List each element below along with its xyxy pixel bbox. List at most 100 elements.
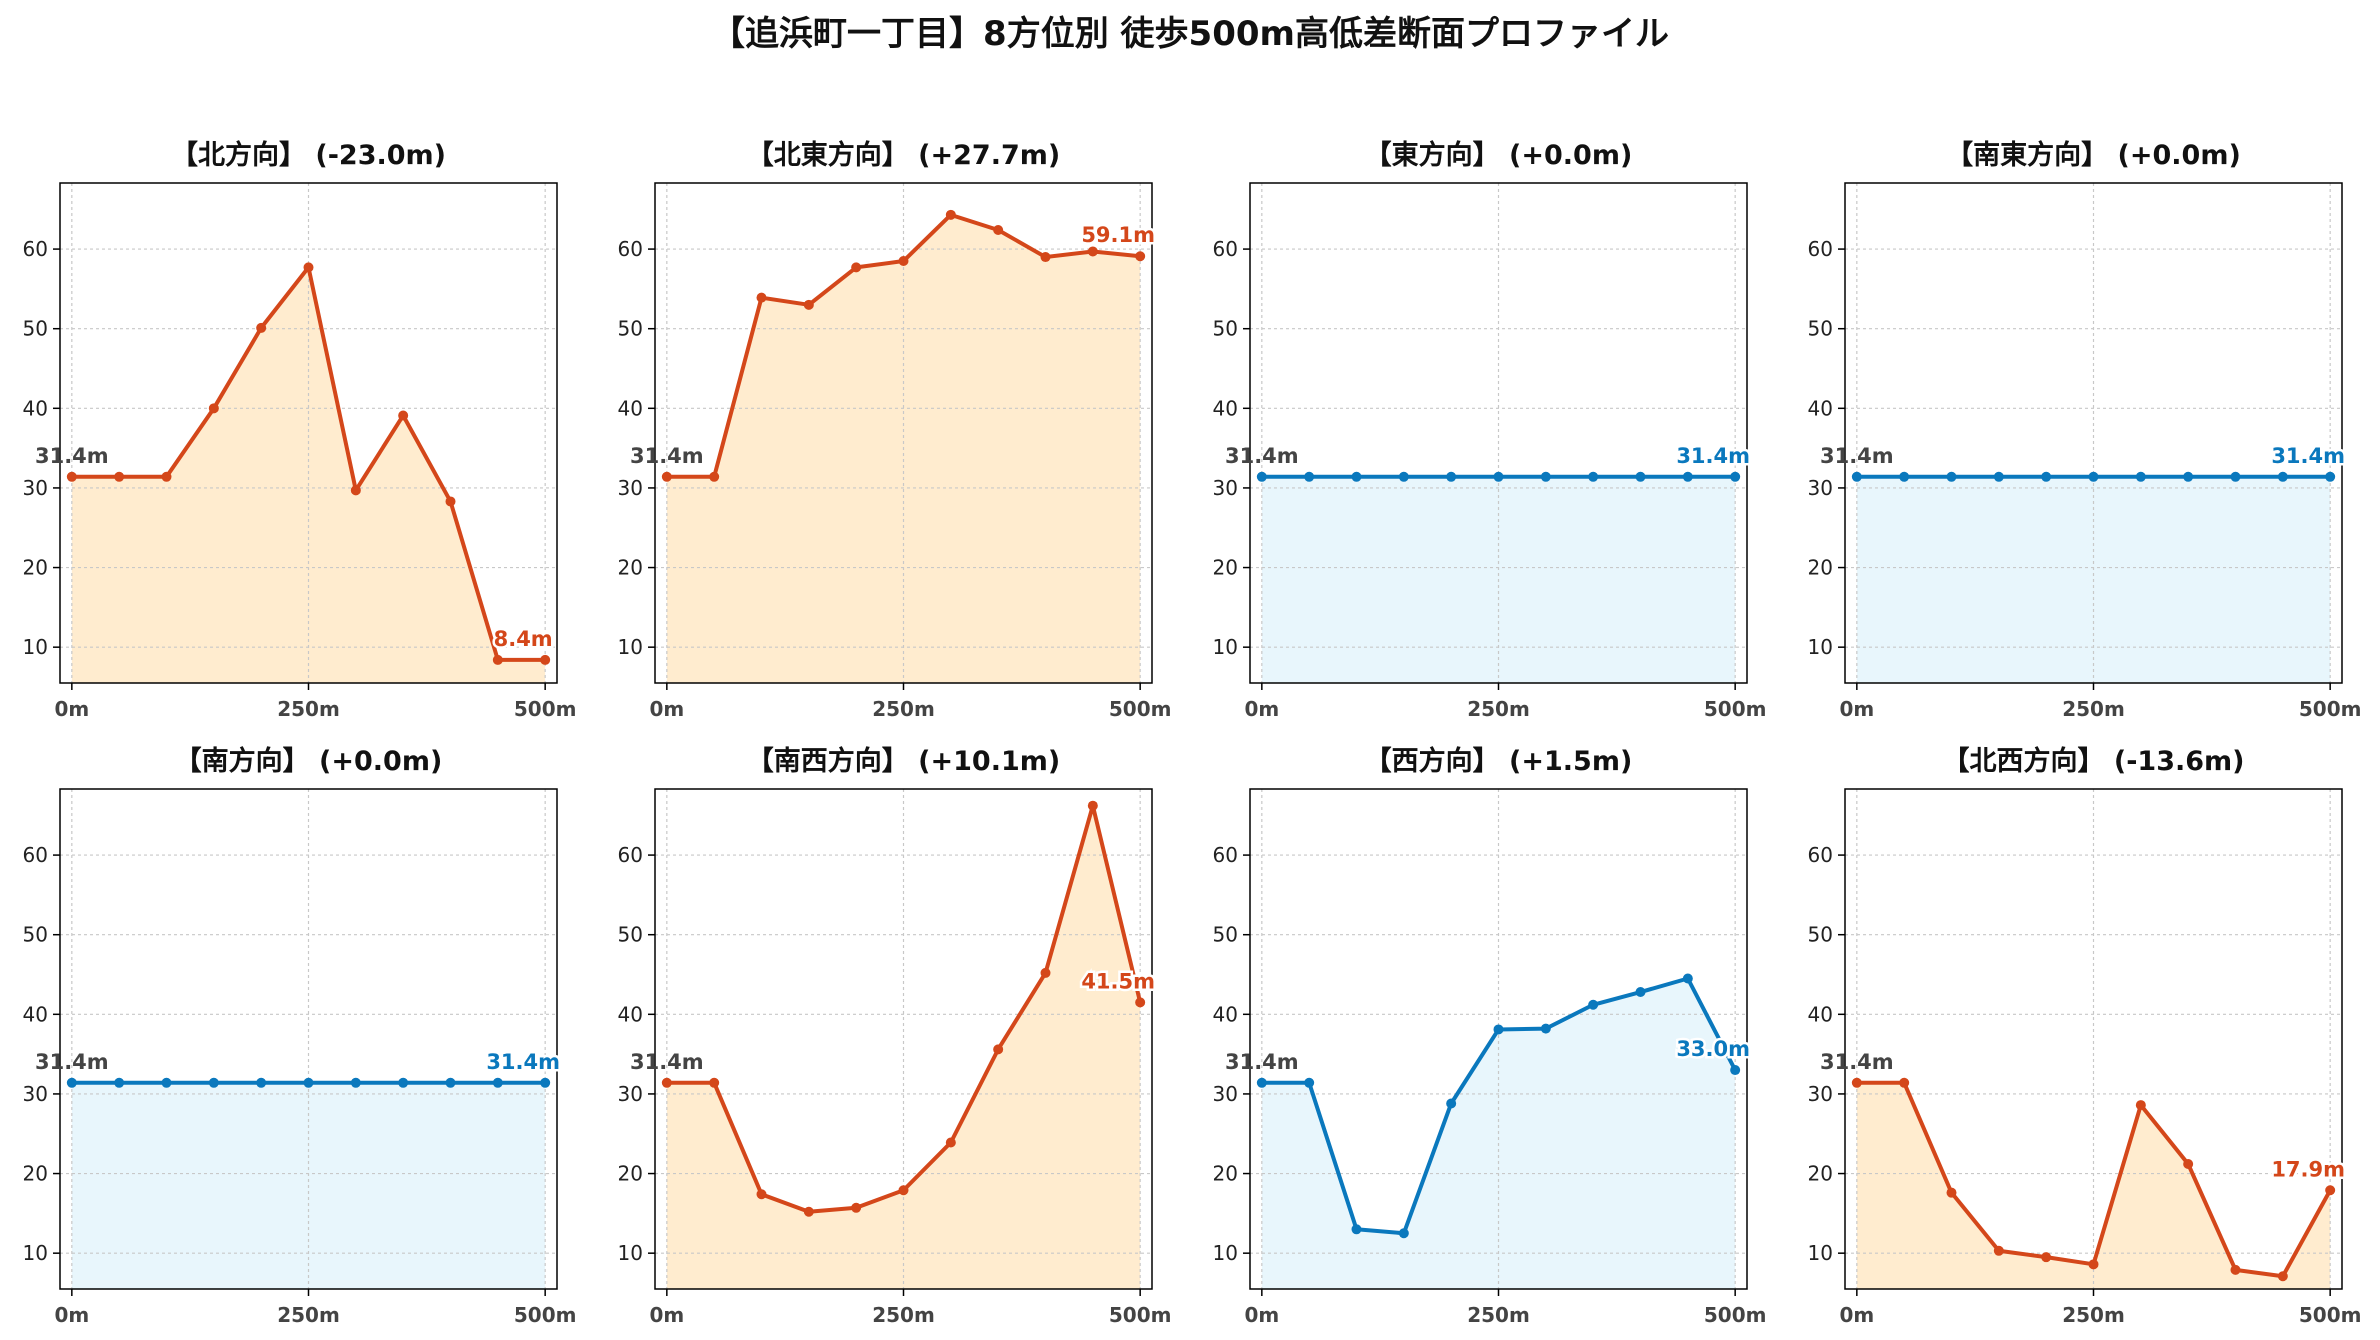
data-point	[492, 1077, 503, 1088]
data-point	[256, 1077, 267, 1088]
figure-title: 【追浜町一丁目】8方位別 徒歩500m高低差断面プロファイル	[711, 14, 1669, 54]
data-point	[945, 1137, 956, 1148]
area-fill	[71, 267, 546, 683]
data-point	[303, 1077, 314, 1088]
data-point	[1851, 471, 1862, 482]
x-tick-label: 250m	[1467, 697, 1530, 721]
panel-title: 【北西方向】 (-13.6m)	[1942, 745, 2244, 777]
data-point	[66, 1077, 77, 1088]
y-tick-label: 30	[23, 476, 48, 500]
panel-title: 【西方向】 (+1.5m)	[1365, 745, 1633, 777]
data-point	[1946, 1187, 1957, 1198]
y-tick-label: 60	[23, 237, 48, 261]
data-point	[2183, 471, 2194, 482]
data-point	[1946, 471, 1957, 482]
y-tick-label: 40	[23, 396, 48, 420]
y-tick-label: 40	[618, 396, 643, 420]
y-tick-label: 10	[618, 635, 643, 659]
y-tick-label: 10	[1213, 1241, 1238, 1265]
x-tick-label: 250m	[277, 697, 340, 721]
data-point	[661, 1077, 672, 1088]
panel-title: 【南西方向】 (+10.1m)	[747, 745, 1060, 777]
data-point	[540, 654, 551, 665]
x-tick-label: 0m	[1244, 1303, 1279, 1327]
y-tick-label: 50	[1808, 923, 1833, 947]
y-tick-label: 50	[1213, 923, 1238, 947]
data-point	[161, 1077, 172, 1088]
y-tick-label: 30	[1213, 476, 1238, 500]
y-tick-label: 60	[1213, 843, 1238, 867]
data-point	[1256, 1077, 1267, 1088]
data-point	[114, 471, 125, 482]
start-elevation-label: 31.4m	[1820, 1050, 1894, 1074]
y-tick-label: 40	[1213, 1002, 1238, 1026]
x-tick-label: 250m	[2062, 697, 2125, 721]
x-tick-label: 500m	[514, 1303, 577, 1327]
data-point	[1851, 1077, 1862, 1088]
data-point	[993, 1044, 1004, 1055]
data-point	[208, 403, 219, 414]
chart-panel: 10 20 30 40 50 60 0m 250m 500m 【東方向】 (+0.0m) 31.4m…	[1213, 139, 1767, 721]
data-point	[492, 654, 503, 665]
data-point	[1635, 471, 1646, 482]
x-tick-label: 500m	[514, 697, 577, 721]
end-elevation-label: 41.5m	[1081, 969, 1155, 993]
data-point	[1398, 471, 1409, 482]
data-point	[1446, 1098, 1457, 1109]
data-point	[1256, 471, 1267, 482]
data-point	[1493, 1024, 1504, 1035]
data-point	[2041, 471, 2052, 482]
x-tick-label: 0m	[649, 697, 684, 721]
data-point	[1540, 471, 1551, 482]
data-point	[1040, 967, 1051, 978]
panel-title: 【東方向】 (+0.0m)	[1365, 139, 1633, 171]
data-point	[350, 1077, 361, 1088]
x-tick-label: 500m	[2299, 1303, 2362, 1327]
data-point	[114, 1077, 125, 1088]
data-point	[303, 262, 314, 273]
data-point	[1135, 251, 1146, 262]
data-point	[1730, 1065, 1741, 1076]
start-elevation-label: 31.4m	[630, 1050, 704, 1074]
data-point	[2277, 1271, 2288, 1282]
data-point	[803, 1206, 814, 1217]
chart-panel: 10 20 30 40 50 60 0m 250m 500m 【南東方向】 (+0.0m) 31.4…	[1808, 139, 2362, 721]
start-elevation-label: 31.4m	[1225, 1050, 1299, 1074]
data-point	[2230, 1264, 2241, 1275]
data-point	[208, 1077, 219, 1088]
data-point	[540, 1077, 551, 1088]
data-point	[1588, 999, 1599, 1010]
start-elevation-label: 31.4m	[1225, 444, 1299, 468]
start-elevation-label: 31.4m	[35, 1050, 109, 1074]
data-point	[803, 299, 814, 310]
x-tick-label: 500m	[1109, 697, 1172, 721]
data-point	[1135, 997, 1146, 1008]
area-fill	[666, 805, 1141, 1289]
data-point	[993, 224, 1004, 235]
y-tick-label: 10	[618, 1241, 643, 1265]
data-point	[350, 485, 361, 496]
end-elevation-label: 33.0m	[1676, 1037, 1750, 1061]
y-tick-label: 50	[23, 923, 48, 947]
x-tick-label: 500m	[1704, 1303, 1767, 1327]
y-tick-label: 40	[23, 1002, 48, 1026]
y-tick-label: 20	[1808, 1162, 1833, 1186]
x-tick-label: 250m	[2062, 1303, 2125, 1327]
data-point	[1730, 471, 1741, 482]
data-point	[1351, 1224, 1362, 1235]
end-elevation-label: 17.9m	[2271, 1157, 2345, 1181]
data-point	[1040, 252, 1051, 263]
data-point	[756, 292, 767, 303]
data-point	[1304, 1077, 1315, 1088]
x-tick-label: 250m	[872, 697, 935, 721]
x-tick-label: 250m	[872, 1303, 935, 1327]
y-tick-label: 30	[1808, 1082, 1833, 1106]
data-point	[2135, 471, 2146, 482]
data-point	[851, 1202, 862, 1213]
data-point	[661, 471, 672, 482]
x-tick-label: 500m	[2299, 697, 2362, 721]
data-point	[945, 209, 956, 220]
data-point	[1993, 1245, 2004, 1256]
y-tick-label: 10	[1808, 635, 1833, 659]
end-elevation-label: 31.4m	[2271, 444, 2345, 468]
